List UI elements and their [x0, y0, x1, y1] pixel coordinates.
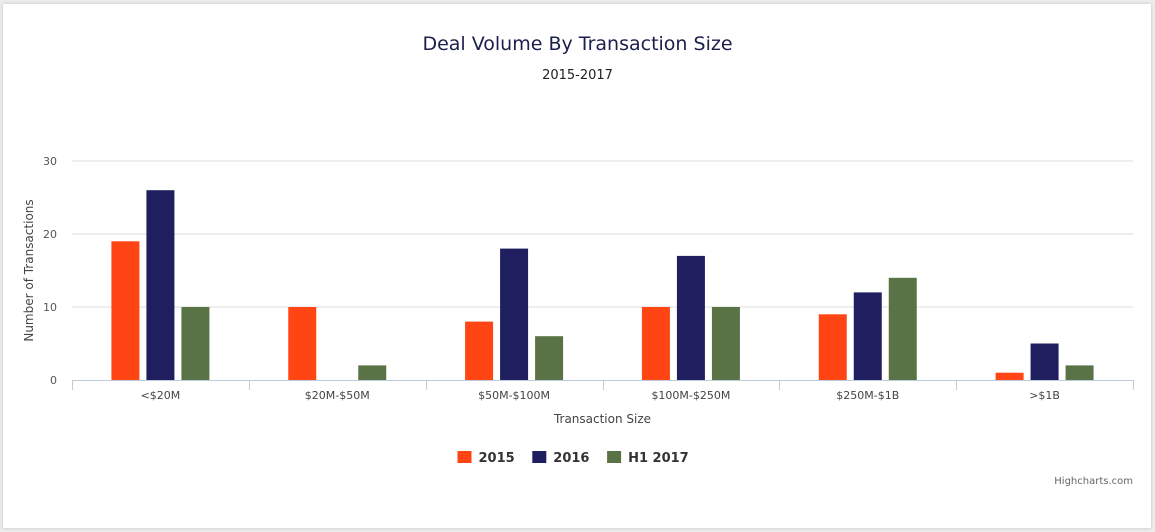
- legend-item-label[interactable]: 2016: [553, 451, 589, 466]
- bar[interactable]: [818, 314, 847, 380]
- bar[interactable]: [853, 292, 882, 380]
- bar[interactable]: [500, 248, 529, 380]
- highcharts-credits-link[interactable]: Highcharts.com: [1054, 476, 1133, 487]
- bar[interactable]: [995, 372, 1024, 380]
- bar[interactable]: [146, 190, 175, 380]
- bar[interactable]: [111, 241, 140, 380]
- chart-title: Deal Volume By Transaction Size: [422, 33, 733, 55]
- x-tick-label: $100M-$250M: [651, 389, 730, 402]
- x-tick-label: >$1B: [1029, 389, 1060, 402]
- bar[interactable]: [888, 277, 917, 380]
- chart-subtitle: 2015-2017: [542, 68, 613, 83]
- bar[interactable]: [535, 336, 564, 380]
- bar[interactable]: [641, 307, 670, 380]
- bar[interactable]: [181, 307, 210, 380]
- bar[interactable]: [1030, 343, 1059, 381]
- bar[interactable]: [1065, 365, 1094, 380]
- bar[interactable]: [711, 307, 740, 380]
- x-tick-label: $20M-$50M: [305, 389, 370, 402]
- bar[interactable]: [358, 365, 387, 380]
- x-tick-label: <$20M: [141, 389, 181, 402]
- legend-item-label[interactable]: H1 2017: [628, 451, 689, 466]
- y-tick-label: 10: [43, 301, 57, 314]
- x-axis-title: Transaction Size: [553, 412, 651, 426]
- chart-card: [3, 4, 1151, 528]
- y-tick-label: 20: [43, 228, 57, 241]
- legend-swatch[interactable]: [607, 451, 622, 463]
- x-tick-label: $250M-$1B: [836, 389, 899, 402]
- y-tick-label: 0: [50, 374, 57, 387]
- bar[interactable]: [288, 307, 317, 380]
- legend-swatch[interactable]: [457, 451, 472, 463]
- legend-item-label[interactable]: 2015: [479, 451, 515, 466]
- y-axis-title: Number of Transactions: [22, 199, 36, 341]
- y-tick-label: 30: [43, 155, 57, 168]
- x-tick-label: $50M-$100M: [478, 389, 550, 402]
- bar[interactable]: [676, 255, 705, 380]
- legend-swatch[interactable]: [532, 451, 547, 463]
- bar[interactable]: [465, 321, 494, 380]
